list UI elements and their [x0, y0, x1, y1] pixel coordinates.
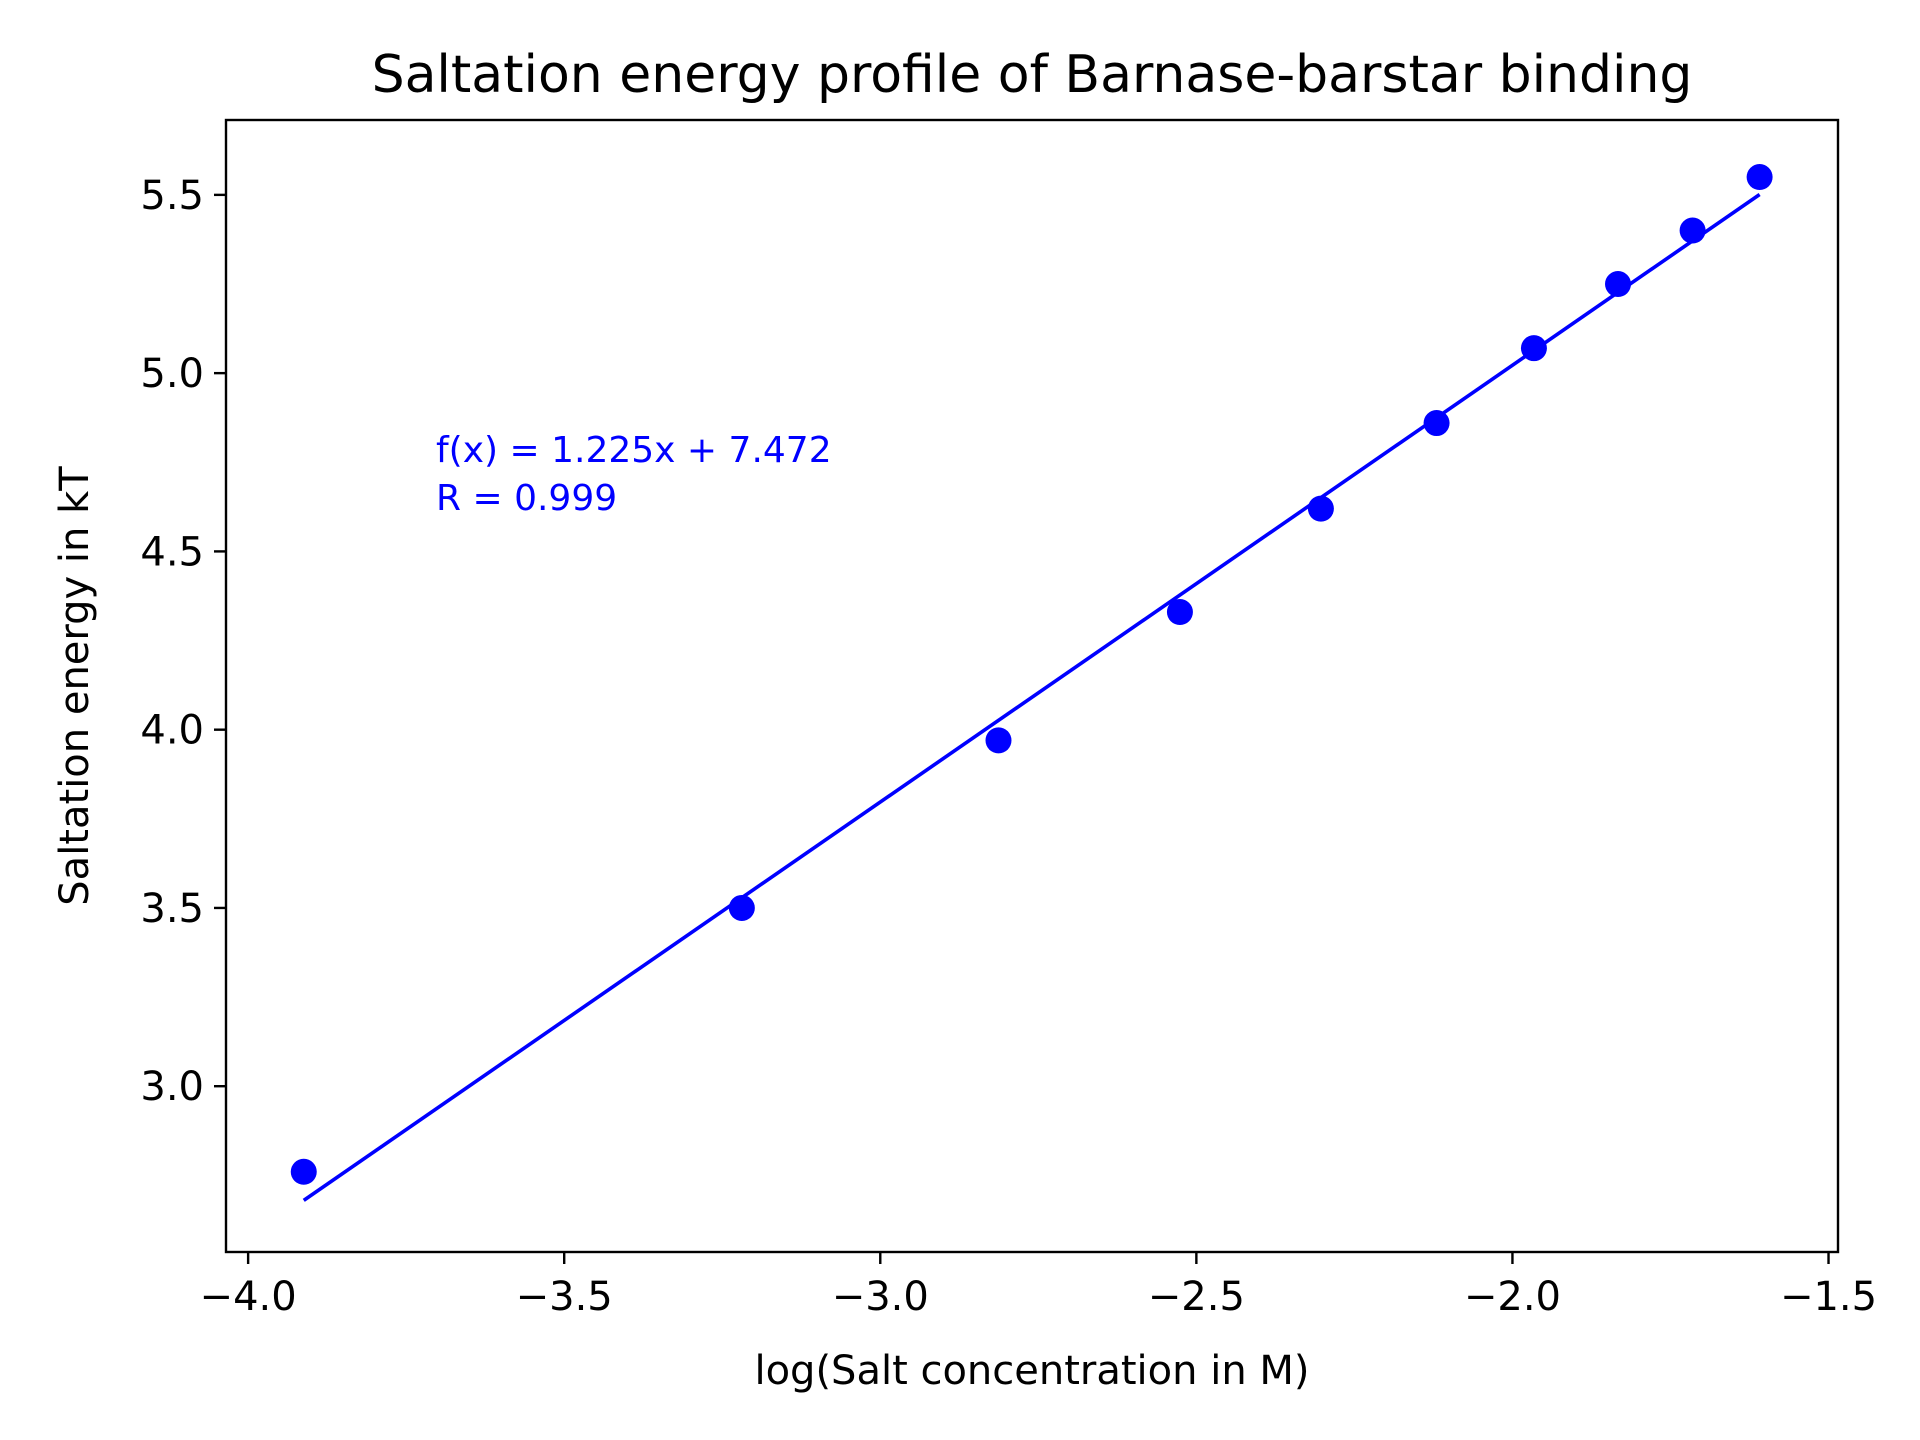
y-tick-label: 3.0 [140, 1064, 204, 1110]
y-tick-label: 5.0 [140, 351, 204, 397]
fit-equation-annotation: f(x) = 1.225x + 7.472 [436, 430, 832, 471]
y-axis-ticks: 3.0 3.5 4.0 4.5 5.0 5.5 [140, 173, 226, 1110]
data-point [1520, 335, 1547, 362]
data-point [1679, 217, 1706, 244]
data-point [1605, 271, 1632, 298]
points-layer [290, 164, 1773, 1185]
x-tick-label: −3.0 [832, 1274, 929, 1320]
fit-layer [302, 193, 1761, 1202]
data-point [1307, 495, 1334, 522]
x-tick-label: −2.0 [1464, 1274, 1561, 1320]
plot-frame [224, 118, 1840, 1254]
y-axis-label: Saltation energy in kT [52, 466, 98, 906]
data-point [728, 894, 755, 921]
data-point [1746, 164, 1773, 191]
x-axis-ticks: −4.0 −3.5 −3.0 −2.5 −2.0 −1.5 [200, 1252, 1877, 1320]
x-tick-label: −1.5 [1780, 1274, 1877, 1320]
data-point [985, 727, 1012, 754]
fit-line [302, 193, 1761, 1202]
data-point [1166, 599, 1193, 626]
chart-title: Saltation energy profile of Barnase-bars… [372, 45, 1693, 105]
fit-r-annotation: R = 0.999 [436, 478, 617, 519]
x-axis-label: log(Salt concentration in M) [754, 1348, 1309, 1394]
data-point [1423, 410, 1450, 437]
y-tick-label: 4.5 [140, 529, 204, 575]
y-tick-label: 4.0 [140, 708, 204, 754]
x-tick-label: −4.0 [200, 1274, 297, 1320]
x-tick-label: −2.5 [1148, 1274, 1245, 1320]
data-point [290, 1158, 317, 1185]
y-tick-label: 5.5 [140, 173, 204, 219]
x-tick-label: −3.5 [516, 1274, 613, 1320]
y-tick-label: 3.5 [140, 886, 204, 932]
